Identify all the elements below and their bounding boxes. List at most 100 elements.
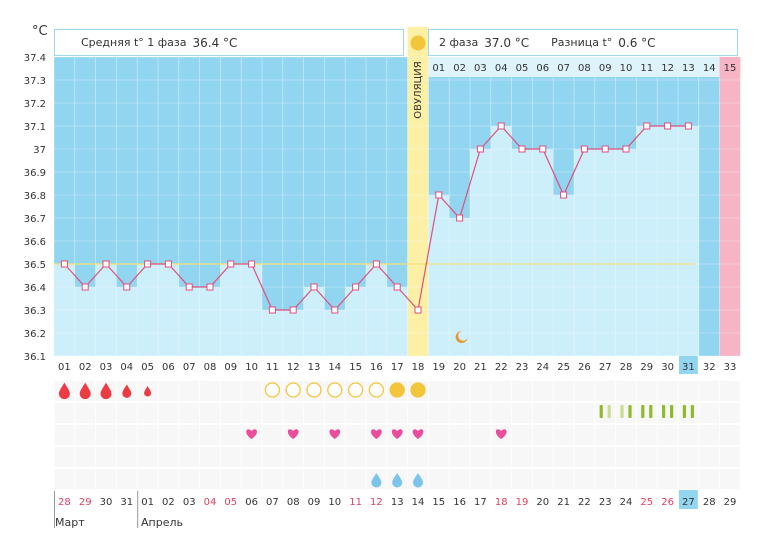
heart-icon <box>495 429 507 439</box>
heart-icon <box>287 429 299 439</box>
cycle-day-label: 16 <box>370 362 383 373</box>
temperature-point <box>539 145 547 153</box>
y-tick-label: 37.4 <box>24 53 46 64</box>
cycle-day-label: 33 <box>724 362 737 373</box>
y-tick-label: 36.8 <box>24 191 46 202</box>
temperature-bar <box>428 195 450 356</box>
calendar-date-label: 31 <box>120 497 133 508</box>
cycle-day-label: 31 <box>682 362 695 373</box>
cycle-day-label: 10 <box>245 362 258 373</box>
mucus-icon <box>347 382 364 398</box>
difference-value: 0.6 °C <box>618 35 656 50</box>
temperature-bar <box>74 287 96 356</box>
phase2-day-label: 03 <box>474 63 487 74</box>
phase2-day-cell <box>470 57 491 77</box>
calendar-date-label: 29 <box>724 497 737 508</box>
test-icon <box>670 405 674 418</box>
calendar-date-label: 14 <box>412 497 425 508</box>
calendar-date-label: 27 <box>682 497 695 508</box>
phase2-day-cell <box>636 57 658 77</box>
temperature-point <box>81 283 89 291</box>
y-tick-label: 36.2 <box>24 329 46 340</box>
phase2-day-label: 04 <box>495 63 508 74</box>
phase2-day-cell <box>678 57 699 77</box>
calendar-date-label: 19 <box>516 497 529 508</box>
temperature-point <box>372 260 380 268</box>
temperature-bar <box>303 287 325 356</box>
calendar-date-label: 11 <box>349 497 362 508</box>
calendar-date-label: 02 <box>162 497 175 508</box>
temperature-bar <box>553 195 574 356</box>
calendar-date-label: 13 <box>391 497 404 508</box>
ovulation-sun-icon <box>410 35 426 51</box>
cycle-day-label: 09 <box>224 362 237 373</box>
calendar-date-label: 04 <box>204 497 217 508</box>
menstruation-icon <box>122 384 132 398</box>
calendar-date-label: 23 <box>599 497 612 508</box>
y-tick-label: 36.5 <box>24 260 46 271</box>
y-tick-label: 36.4 <box>24 283 46 294</box>
temperature-point <box>164 260 172 268</box>
calendar-date-label: 03 <box>183 497 196 508</box>
calendar-date-label: 07 <box>266 497 279 508</box>
phase2-day-cell <box>594 57 616 77</box>
calendar-date-label: 28 <box>58 497 71 508</box>
cycle-day-label: 24 <box>536 362 549 373</box>
y-tick-label: 37.3 <box>24 76 46 87</box>
y-axis-unit: °C <box>32 24 48 39</box>
cycle-day-label: 27 <box>599 362 612 373</box>
y-tick-label: 36.3 <box>24 306 46 317</box>
test-icon <box>641 405 645 418</box>
temperature-point <box>601 145 609 153</box>
heart-icon <box>246 429 257 439</box>
y-tick-label: 37.1 <box>24 122 46 133</box>
cycle-day-label: 02 <box>79 362 92 373</box>
cycle-day-label: 18 <box>412 362 425 373</box>
drop-icon <box>371 473 382 488</box>
temperature-point <box>331 306 339 314</box>
drop-icon <box>413 473 423 488</box>
phase2-day-cell <box>615 57 637 77</box>
cycle-day-label: 14 <box>328 362 341 373</box>
cycle-day-label: 12 <box>287 362 300 373</box>
calendar-date-label: 06 <box>245 497 258 508</box>
temperature-bar <box>574 149 595 356</box>
test-icon <box>662 405 666 418</box>
temperature-bar <box>470 149 491 356</box>
temperature-point <box>518 145 526 153</box>
temperature-point <box>227 260 235 268</box>
temperature-point <box>684 122 692 130</box>
mucus-icon <box>389 382 405 398</box>
y-tick-label: 36.7 <box>24 214 46 225</box>
test-icon <box>620 405 624 418</box>
cycle-day-label: 07 <box>183 362 196 373</box>
cycle-day-label: 06 <box>162 362 175 373</box>
cycle-day-label: 23 <box>516 362 529 373</box>
phase2-day-label: 09 <box>599 63 612 74</box>
cycle-day-label: 25 <box>557 362 570 373</box>
phase1-value: 36.4 °C <box>192 35 238 50</box>
mucus-icon <box>410 382 426 398</box>
temperature-point <box>248 260 256 268</box>
menstruation-icon <box>79 382 91 400</box>
calendar-date-label: 05 <box>224 497 237 508</box>
symptom-row <box>54 403 741 423</box>
temperature-point <box>206 283 214 291</box>
cycle-day-label: 13 <box>308 362 321 373</box>
cycle-day-label: 15 <box>349 362 362 373</box>
late-day-region <box>719 57 741 356</box>
heart-icon <box>391 429 403 439</box>
calendar-date-label: 24 <box>620 497 633 508</box>
cycle-day-label: 28 <box>620 362 633 373</box>
cycle-day-label: 20 <box>453 362 466 373</box>
cycle-day-label: 32 <box>703 362 716 373</box>
calendar-date-label: 25 <box>640 497 653 508</box>
ovulation-column <box>407 27 429 356</box>
temperature-point <box>102 260 110 268</box>
cycle-day-label: 01 <box>58 362 71 373</box>
calendar-date-label: 01 <box>141 497 154 508</box>
temperature-point <box>435 191 443 199</box>
menstruation-icon <box>144 386 152 397</box>
phase2-day-label: 01 <box>432 63 445 74</box>
